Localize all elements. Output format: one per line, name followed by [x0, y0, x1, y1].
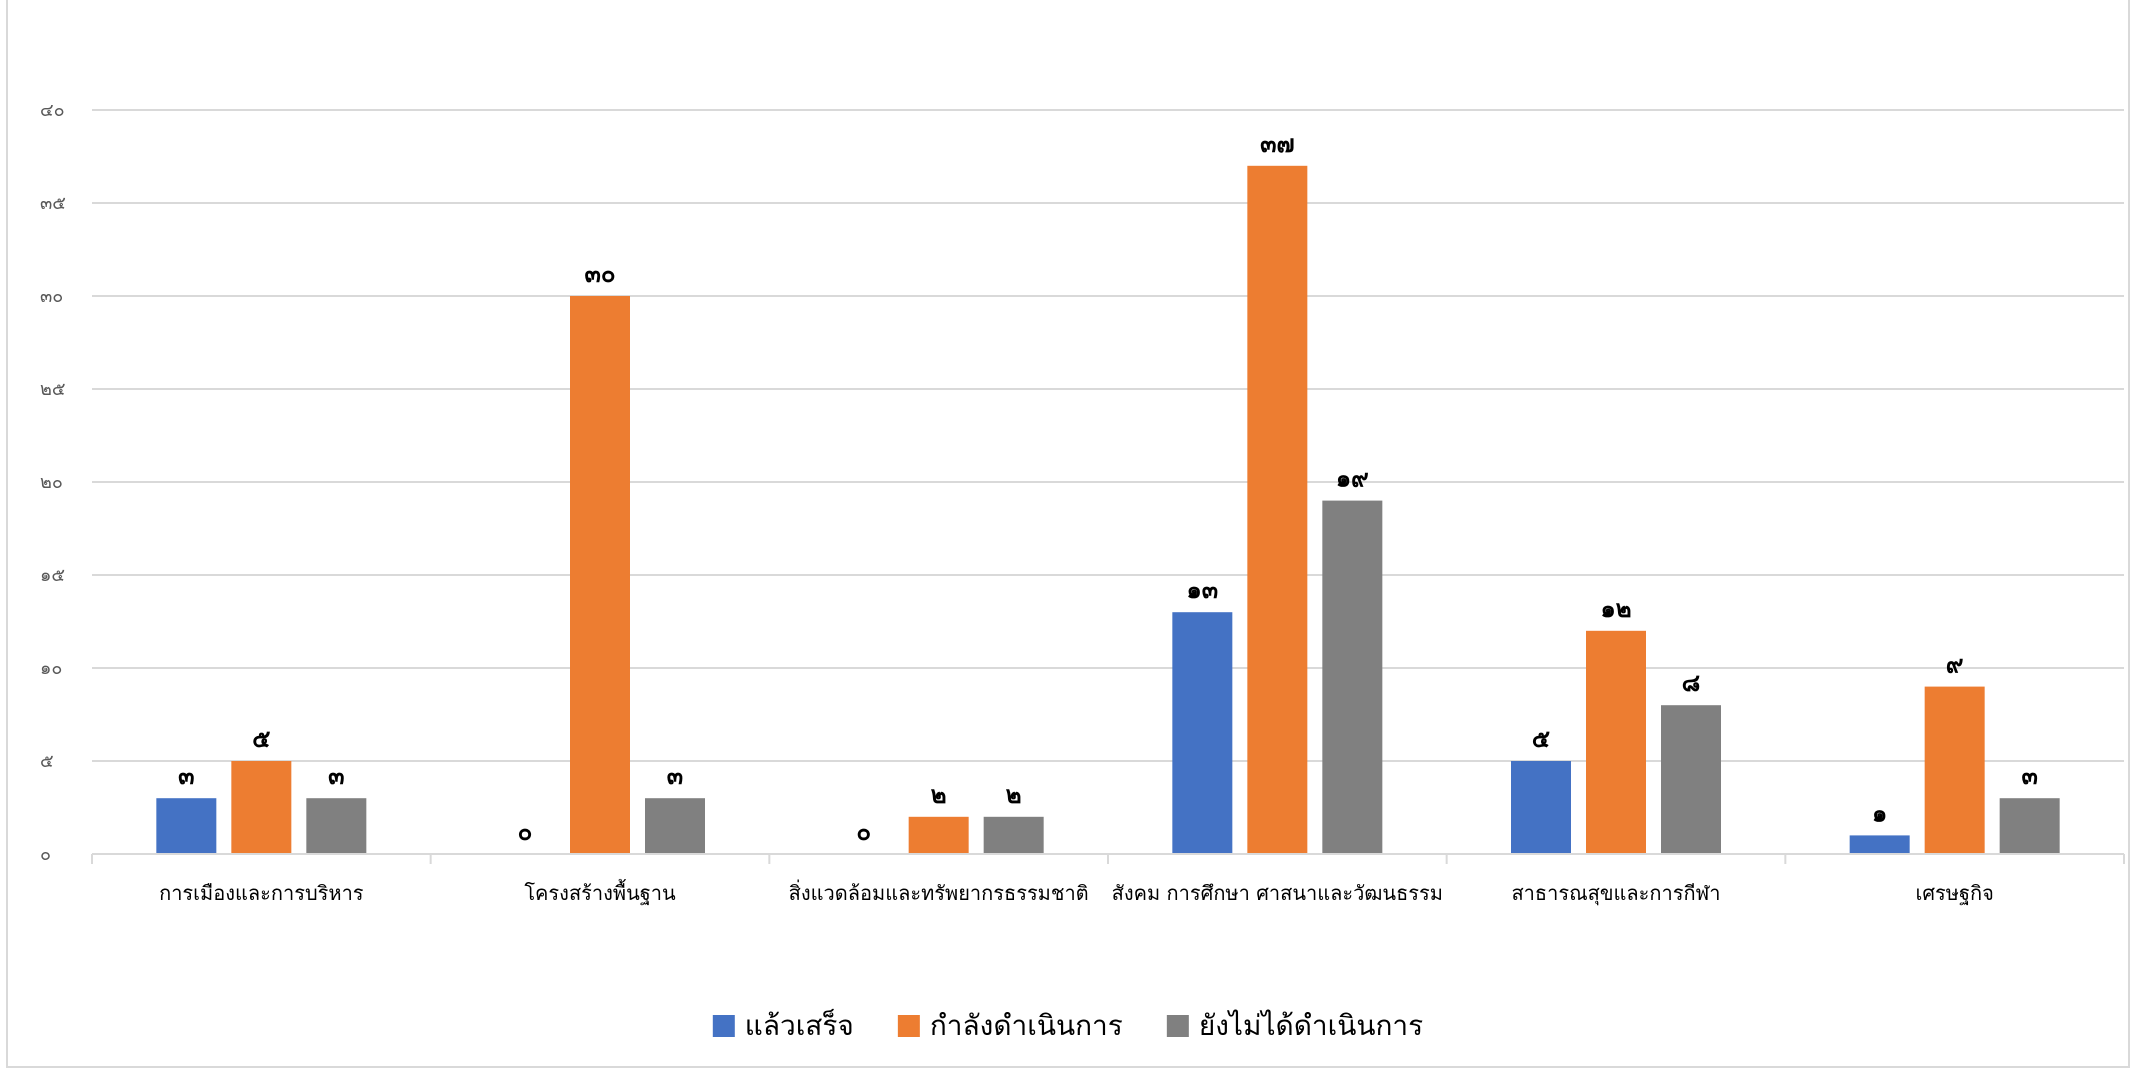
y-axis-ticks: ๐ ๕ ๑๐ ๑๕ ๒๐ ๒๕ ๓๐ ๓๕ ๔๐ — [40, 100, 66, 865]
bar — [1172, 612, 1233, 854]
data-label: ๓๐ — [584, 260, 615, 288]
data-label: ๒ — [1006, 781, 1022, 809]
bar — [231, 761, 292, 854]
x-category-label: สังคม การศึกษา ศาสนาและวัฒนธรรม — [1112, 881, 1443, 905]
y-tick-label: ๔๐ — [40, 100, 65, 121]
data-label: ๐ — [856, 818, 871, 846]
bar — [1247, 165, 1308, 855]
legend-label: แล้วเสร็จ — [745, 1008, 854, 1042]
x-category-label: โครงสร้างพื้นฐาน — [524, 879, 676, 905]
bar — [570, 296, 630, 854]
bar — [1586, 630, 1646, 854]
bar — [645, 798, 705, 854]
data-label: ๓ — [2021, 762, 2037, 790]
y-tick-label: ๑๐ — [40, 658, 62, 679]
bar — [1999, 798, 2060, 854]
legend-swatch — [897, 1015, 920, 1037]
bar — [983, 816, 1044, 854]
gridlines — [92, 109, 2124, 762]
y-tick-label: ๒๕ — [40, 379, 66, 400]
legend-label: กำลังดำเนินการ — [930, 1009, 1123, 1042]
data-label: ๑ — [1872, 799, 1887, 827]
bar — [908, 816, 969, 854]
y-tick-label: ๕ — [40, 751, 54, 772]
legend-swatch — [712, 1015, 735, 1037]
data-label: ๕ — [1532, 725, 1550, 753]
y-tick-label: ๐ — [40, 844, 51, 865]
x-category-label: สิ่งแวดล้อมและทรัพยากรธรรมชาติ — [789, 879, 1089, 905]
data-label: ๑๙ — [1336, 465, 1369, 493]
data-label: ๓๗ — [1260, 130, 1294, 158]
data-label: ๕ — [252, 725, 270, 753]
bar — [306, 798, 367, 854]
data-label: ๙ — [1946, 651, 1964, 679]
data-label: ๓ — [178, 762, 194, 790]
data-label: ๓ — [667, 762, 683, 790]
y-tick-label: ๒๐ — [40, 472, 63, 493]
bar — [156, 798, 217, 854]
data-label: ๐ — [518, 818, 533, 846]
data-label: ๘ — [1682, 669, 1701, 697]
legend-swatch — [1166, 1015, 1189, 1037]
data-label: ๓ — [328, 762, 344, 790]
bar — [1322, 500, 1383, 854]
bar — [1661, 705, 1721, 854]
x-axis: การเมืองและการบริหาร โครงสร้างพื้นฐาน สิ่ง… — [91, 853, 2125, 906]
y-tick-label: ๓๕ — [40, 193, 66, 214]
x-category-label: สาธารณสุขและการกีฬา — [1511, 881, 1720, 906]
data-label: ๑๒ — [1600, 595, 1631, 623]
legend-label: ยังไม่ได้ดำเนินการ — [1199, 1009, 1423, 1042]
y-tick-label: ๓๐ — [40, 286, 63, 307]
bar — [1511, 761, 1571, 854]
data-label: ๒ — [931, 781, 947, 809]
data-label: ๑๓ — [1187, 576, 1219, 604]
chart-frame — [6, 0, 2130, 1068]
y-tick-label: ๑๕ — [40, 565, 65, 586]
legend: แล้วเสร็จ กำลังดำเนินการ ยังไม่ได้ดำเนินกา… — [712, 1008, 1423, 1042]
bars — [156, 165, 2060, 855]
bar — [1924, 686, 1985, 854]
bar — [1849, 835, 1910, 854]
x-category-label: เศรษฐกิจ — [1916, 881, 1994, 905]
x-category-label: การเมืองและการบริหาร — [159, 881, 364, 905]
